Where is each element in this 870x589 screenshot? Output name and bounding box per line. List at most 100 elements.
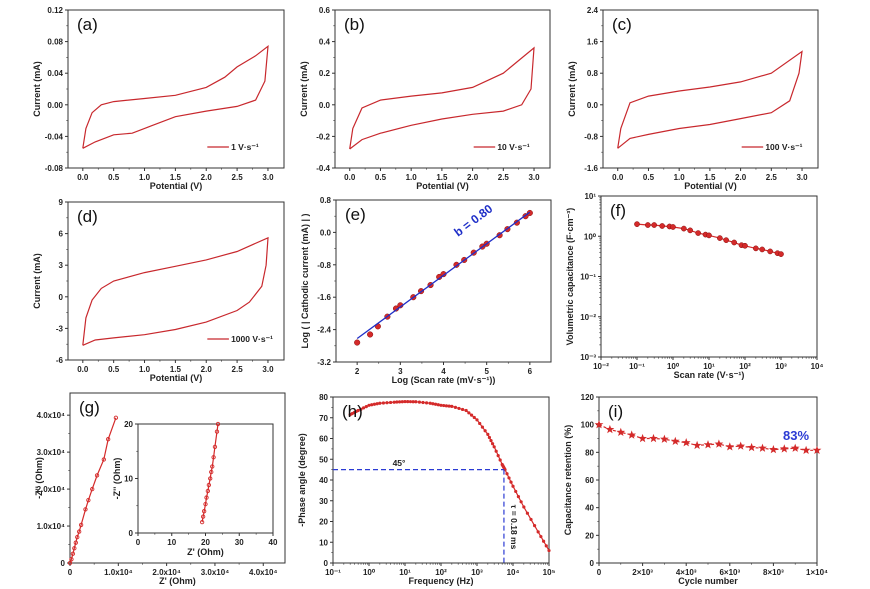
data-point [370,403,374,407]
y-tick-label: -2.4 [317,326,331,335]
y-tick-label: 0.2 [319,69,331,78]
y-tick-label: 10 [124,475,133,484]
data-point [496,454,500,458]
data-point [417,400,422,404]
x-tick-label: 10⁻¹ [325,568,341,577]
y-tick-label: 0.4 [319,38,331,47]
data-point [460,407,465,412]
retention-annotation: 83% [783,428,809,443]
x-tick-label: 0.5 [643,173,655,182]
data-point [532,524,537,528]
y-tick-label: 10⁻² [580,313,596,322]
data-point [215,421,221,427]
x-tick-label: 4 [441,367,446,376]
y-tick-label: 0.00 [47,101,63,110]
plot-frame [69,392,286,564]
x-tick-label: 2.0 [467,173,479,182]
data-point [372,402,377,406]
data-point [716,235,723,241]
y-tick-label: 60 [585,476,594,485]
y-tick-label: -1.6 [317,293,331,302]
data-point [519,500,523,504]
data-point [106,437,111,442]
data-point-star [670,436,680,445]
data-point [77,529,82,534]
data-point [489,438,493,443]
x-tick-label: 10⁻¹ [629,362,645,371]
y-tick-label: 0 [61,559,66,568]
x-tick-label: 10¹ [399,568,411,577]
data-point [516,495,521,499]
y-tick-label: 2.0x10⁴ [37,485,65,494]
y-tick-label: 3 [59,261,64,270]
data-point [472,415,476,420]
x-tick-label: 0 [597,568,602,577]
y-tick-label: 1.0x10⁴ [37,522,65,531]
data-point [687,227,694,234]
data-point [421,400,425,405]
x-tick-label: 10² [435,568,447,577]
y-tick-label: -0.8 [317,261,331,270]
data-point [439,403,443,407]
data-point [440,271,447,278]
data-point [101,457,106,462]
panel-e: 2 3 4 5 6 -3.2 -2.4 -1.6 -0.8 0.0 0.8 Log (Scan rat… [300,196,552,385]
data-point [75,534,80,540]
panel-c: 0.0 0.5 1.0 1.5 2.0 2.5 3.0 -1.6 -0.8 0.0 0.8 1.6 2.… [567,6,819,191]
x-axis-title: Scan rate (V·s⁻¹) [674,370,745,380]
data-point [214,429,220,434]
y-tick-label: 20 [124,420,133,429]
y-tick-label: 0.8 [587,69,599,78]
data-point [67,560,73,566]
x-axis-title: Cycle number [678,576,738,586]
data-point [457,406,461,411]
x-tick-label: 2.0 [735,173,747,182]
data-point-star [594,420,604,429]
x-axis-title: Z' (Ohm) [159,576,196,586]
y-axis-title: Volumetric capacitance (F·cm⁻³) [565,208,575,346]
data-point [767,248,774,255]
legend-label: 1 V·s⁻¹ [231,142,259,152]
x-tick-label: 1.0 [139,173,151,182]
data-point [507,476,511,480]
x-tick-label: 0.0 [77,365,89,374]
data-point [464,408,468,413]
x-tick-label: 10⁰ [363,568,376,577]
y-tick-label: -3 [56,324,64,333]
y-tick-label: 2.4 [587,6,599,15]
data-point [433,402,438,406]
x-tick-label: 3 [398,367,403,376]
y-tick-label: 0 [590,559,595,568]
y-tick-label: 80 [319,393,328,402]
data-point-star [649,433,658,443]
y-tick-label: 20 [585,531,594,540]
y-tick-label: 0 [129,529,134,538]
angle-annotation: 45° [393,458,406,468]
data-point [211,455,216,460]
legend-label: 1000 V·s⁻¹ [231,334,273,344]
x-axis-title: Potential (V) [684,181,737,191]
data-point-star [779,444,789,453]
data-point-star [725,442,735,451]
y-axis-title: Current (mA) [32,253,42,309]
x-tick-label: 10³ [471,568,483,577]
y-axis-title: -Z'' (Ohm) [34,457,44,499]
y-tick-label: -0.08 [45,164,64,173]
data-point [680,225,687,232]
data-point-star [703,440,713,449]
data-point [367,331,374,338]
y-tick-label: 70 [319,414,328,423]
data-point [483,429,487,433]
panel-b: 0.0 0.5 1.0 1.5 2.0 2.5 3.0 -0.4 -0.2 0.0 0.2 0.4 0.… [299,6,551,191]
panel-g: 0 1.0x10⁴ 2.0x10⁴ 3.0x10⁴ 4.0x10⁴ 0 1.0x10⁴ 2.0… [34,392,286,586]
x-tick-label: 2.0 [201,365,213,374]
x-tick-label: 4×10³ [676,568,697,577]
data-point [509,480,513,484]
x-axis-title: Potential (V) [416,181,469,191]
data-point [388,400,393,405]
data-point-star [616,427,626,436]
data-point [514,489,518,494]
series-line [82,236,269,346]
x-tick-label: 0.5 [108,173,120,182]
data-point [381,401,386,405]
